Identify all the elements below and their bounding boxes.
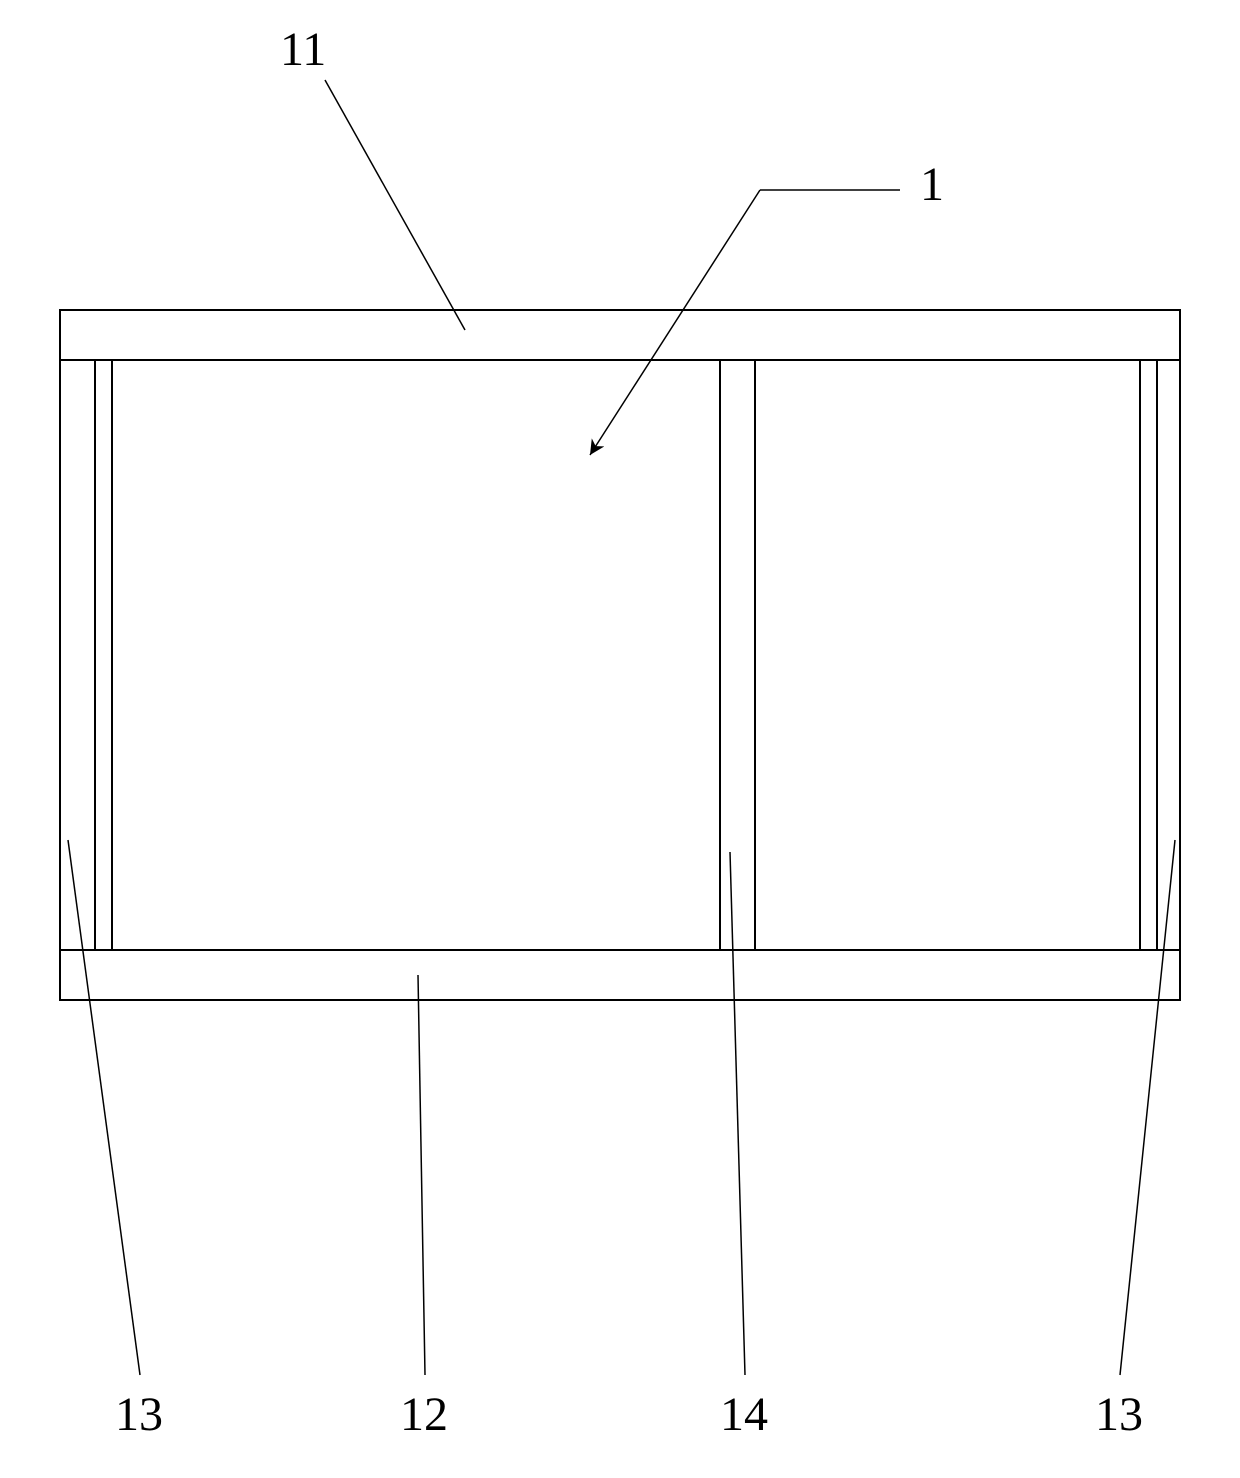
label-14-4: 14: [720, 1388, 768, 1441]
technical-diagram: 11113121413: [0, 0, 1240, 1478]
label-13-5: 13: [1095, 1388, 1143, 1441]
label-11-0: 11: [280, 23, 326, 76]
label-13-2: 13: [115, 1388, 163, 1441]
label-1-1: 1: [920, 158, 944, 211]
label-12-3: 12: [400, 1388, 448, 1441]
